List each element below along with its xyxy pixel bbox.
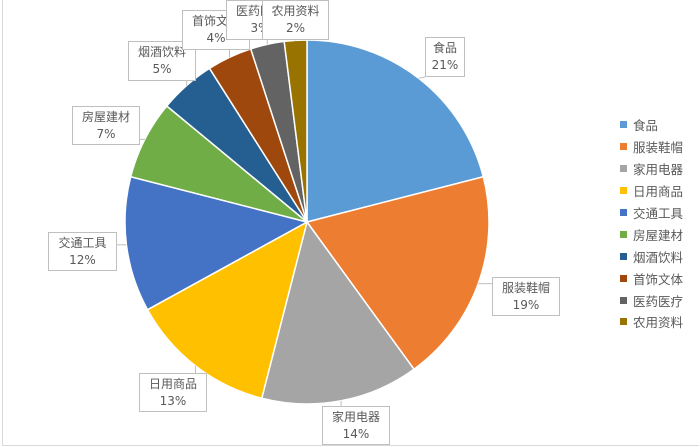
data-label-value: 19%	[512, 298, 540, 312]
data-label-value: 13%	[159, 394, 187, 408]
legend-label: 首饰文体	[633, 271, 684, 287]
legend-swatch	[620, 274, 627, 282]
legend-item: 家用电器	[620, 158, 683, 180]
data-label-value: 4%	[206, 31, 226, 45]
legend-label: 房屋建材	[633, 227, 684, 243]
legend-item: 食品	[620, 114, 683, 136]
data-label-value: 2%	[285, 21, 306, 35]
legend-label: 农用资料	[633, 315, 684, 331]
data-label-value: 5%	[152, 62, 172, 76]
data-label-category: 日用商品	[148, 377, 197, 391]
legend-label: 家用电器	[633, 162, 684, 178]
data-label-value: 21%	[431, 58, 459, 72]
pie-slice	[124, 175, 310, 311]
data-label-category: 食品	[432, 41, 457, 55]
data-label: 交通工具 12%	[48, 232, 117, 271]
data-label: 食品 21%	[425, 37, 465, 77]
legend-item: 交通工具	[620, 202, 683, 224]
legend-swatch	[620, 209, 627, 216]
data-label-value: 14%	[342, 427, 370, 441]
legend-item: 烟酒饮料	[620, 245, 683, 267]
pie-slice	[306, 39, 485, 223]
pie-slice	[146, 220, 309, 400]
legend-label: 医药医疗	[633, 293, 684, 309]
legend-label: 交通工具	[633, 206, 684, 221]
legend-label: 服装鞋帽	[633, 140, 684, 156]
legend-swatch	[620, 187, 627, 195]
legend-swatch	[620, 296, 627, 304]
legend-item: 医药医疗	[620, 289, 683, 311]
legend-item: 房屋建材	[620, 223, 683, 245]
legend-label: 日用商品	[633, 184, 684, 200]
data-label: 服装鞋帽 19%	[492, 277, 560, 316]
legend-item: 日用商品	[620, 180, 683, 202]
pie-slice	[260, 220, 416, 405]
data-label-category: 烟酒饮料	[137, 45, 186, 59]
data-label: 家用电器 14%	[322, 406, 390, 445]
legend: 食品 服装鞋帽 家用电器 日用商品 交通工具 房屋建材 烟酒饮料 首饰文体 医药…	[620, 114, 683, 333]
data-label: 房屋建材 7%	[72, 106, 140, 145]
data-label: 日用商品 13%	[139, 373, 207, 412]
legend-swatch	[620, 143, 627, 151]
data-label-value: 7%	[96, 127, 116, 141]
legend-item: 首饰文体	[620, 267, 683, 289]
legend-swatch	[620, 252, 627, 260]
legend-swatch	[620, 121, 627, 129]
data-label-category: 交通工具	[58, 236, 107, 250]
legend-item: 服装鞋帽	[620, 136, 683, 158]
leader-line	[418, 76, 426, 79]
data-label: 农用资料 2%	[262, 0, 329, 40]
data-label-category: 农用资料	[271, 4, 320, 18]
data-label-category: 家用电器	[331, 410, 380, 424]
legend-swatch	[620, 230, 627, 238]
legend-label: 食品	[633, 118, 659, 134]
legend-swatch	[620, 165, 627, 173]
data-label-category: 房屋建材	[81, 110, 130, 124]
data-label-value: 12%	[69, 253, 96, 267]
legend-swatch	[620, 318, 627, 326]
data-label-category: 服装鞋帽	[501, 281, 550, 295]
legend-label: 烟酒饮料	[633, 249, 684, 265]
legend-item: 农用资料	[620, 311, 683, 333]
